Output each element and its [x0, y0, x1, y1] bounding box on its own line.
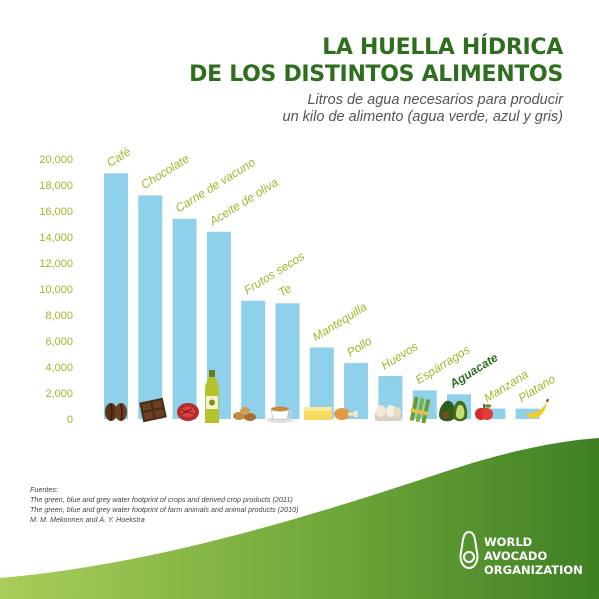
bar	[344, 363, 369, 419]
category-label: Te	[276, 281, 295, 300]
y-tick-label: 4,000	[45, 362, 73, 374]
bars	[104, 173, 540, 419]
y-tick-label: 16,000	[39, 206, 73, 218]
butter-icon	[304, 407, 332, 420]
chocolate-icon	[139, 397, 167, 423]
org-line-1: WORLD	[484, 535, 533, 549]
bar	[138, 195, 163, 419]
coffee-beans-icon	[105, 403, 127, 421]
bar	[275, 303, 300, 419]
chart-title: LA HUELLA HÍDRICA DE LOS DISTINTOS ALIME…	[189, 34, 563, 88]
apple-icon	[475, 404, 493, 420]
source-line-1: The green, blue and grey water footprint…	[30, 495, 293, 504]
source-line-2: The green, blue and grey water footprint…	[30, 505, 299, 514]
y-tick-label: 18,000	[39, 180, 73, 192]
sources-heading: Fuentes:	[30, 485, 58, 494]
title-line-2: DE LOS DISTINTOS ALIMENTOS	[189, 62, 563, 87]
y-tick-label: 14,000	[39, 232, 73, 244]
bar	[172, 218, 197, 419]
tea-cup-icon	[267, 406, 293, 423]
subtitle-line-1: Litros de agua necesarios para producir	[307, 92, 563, 108]
category-label: Pollo	[344, 333, 374, 359]
org-line-2: AVOCADO	[484, 549, 548, 563]
y-tick-label: 8,000	[45, 310, 73, 322]
avocado-icon	[439, 400, 468, 422]
subtitle-line-2: un kilo de alimento (agua verde, azul y …	[282, 109, 563, 125]
beef-steak-icon	[177, 403, 199, 421]
eggs-icon	[375, 405, 401, 421]
bar	[481, 408, 506, 419]
category-label: Café	[104, 144, 133, 169]
y-tick-label: 10,000	[39, 284, 73, 296]
sources: Fuentes: The green, blue and grey water …	[30, 485, 360, 525]
chicken-leg-icon	[334, 408, 358, 420]
y-tick-label: 2,000	[45, 388, 73, 400]
y-axis-ticks: 0 2,000 4,000 6,000 8,000 10,000 12,000 14,000 1…	[39, 154, 73, 426]
source-line-3: M. M. Mekonnen and A. Y. Hoekstra	[30, 515, 145, 524]
organization-name: WORLD AVOCADO ORGANIZATION	[484, 535, 583, 577]
category-label: Frutos secos	[241, 249, 307, 297]
title-line-1: LA HUELLA HÍDRICA	[322, 35, 563, 60]
category-label: Chocolate	[138, 151, 192, 192]
y-tick-label: 0	[67, 414, 73, 426]
nuts-icon	[233, 407, 256, 421]
org-line-3: ORGANIZATION	[484, 563, 583, 577]
food-icons	[105, 370, 549, 424]
olive-oil-bottle-icon	[205, 370, 219, 423]
chart-subtitle: Litros de agua necesarios para producir …	[283, 92, 563, 126]
avocado-logo-icon	[459, 530, 479, 570]
category-label: Huevos	[379, 339, 421, 372]
banana-icon	[527, 398, 549, 419]
asparagus-icon	[409, 396, 431, 424]
bar	[104, 173, 128, 419]
y-tick-label: 12,000	[39, 258, 73, 270]
y-tick-label: 20,000	[39, 154, 73, 166]
bar	[241, 300, 266, 419]
y-tick-label: 6,000	[45, 336, 73, 348]
